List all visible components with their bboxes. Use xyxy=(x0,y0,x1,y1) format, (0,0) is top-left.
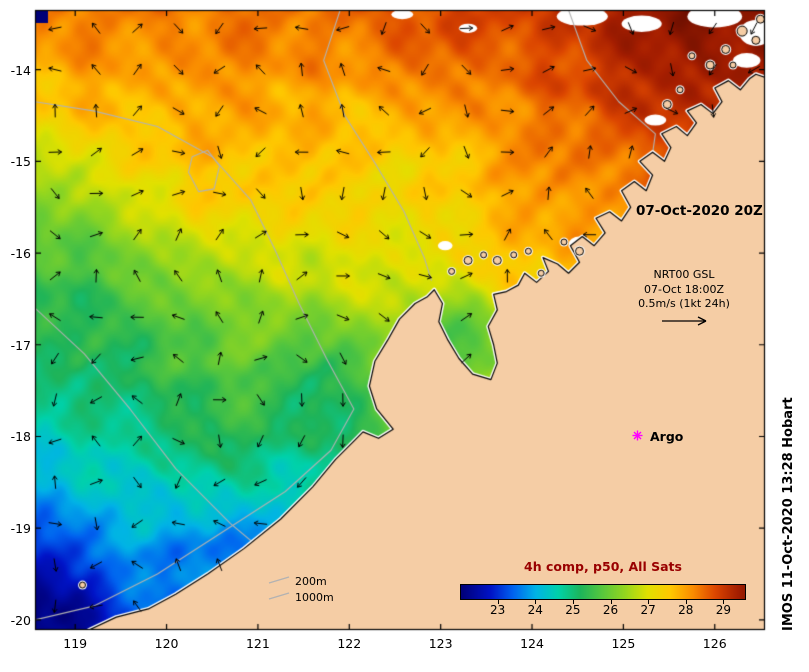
sst-map-figure: 07-Oct-2020 20Z NRT00 GSL 07-Oct 18:00Z … xyxy=(0,0,809,672)
sst-map-canvas xyxy=(0,0,809,672)
